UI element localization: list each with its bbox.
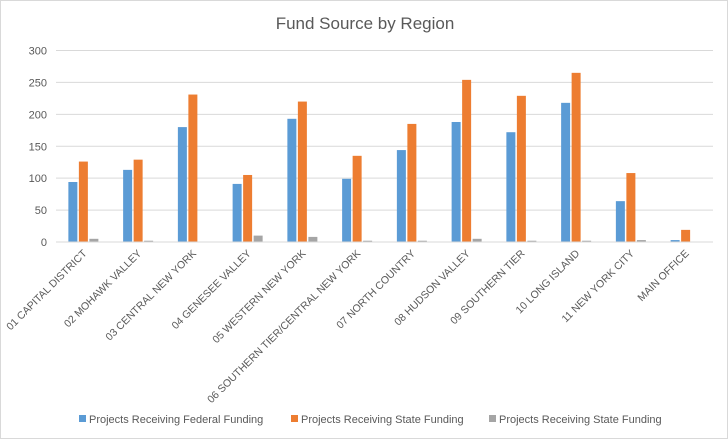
bar xyxy=(571,72,581,242)
gridlines xyxy=(56,50,713,211)
bar xyxy=(68,181,78,242)
x-category-label: 03 CENTRAL NEW YORK xyxy=(103,248,199,344)
legend-label: Projects Receiving State Funding xyxy=(499,414,662,426)
bar xyxy=(133,159,143,242)
chart-title: Fund Source by Region xyxy=(276,14,455,33)
bar xyxy=(352,155,362,242)
legend-swatch xyxy=(291,415,298,422)
x-category-label: MAIN OFFICE xyxy=(635,248,691,304)
bar xyxy=(626,173,636,242)
bar xyxy=(232,183,242,242)
bar xyxy=(407,123,417,242)
legend-swatch xyxy=(79,415,86,422)
bar xyxy=(144,240,154,242)
bar xyxy=(451,121,461,242)
x-category-label: 05 WESTERN NEW YORK xyxy=(210,248,308,346)
bar xyxy=(308,236,318,242)
legend-swatch xyxy=(489,415,496,422)
y-tick-label: 150 xyxy=(29,141,47,153)
bar xyxy=(287,118,297,242)
bar xyxy=(516,95,526,243)
bar xyxy=(297,101,307,242)
y-tick-label: 100 xyxy=(29,173,47,185)
bar xyxy=(78,161,88,242)
y-axis-ticks: 0 50 100 150 200 250 300 xyxy=(29,46,47,250)
bar xyxy=(636,240,646,242)
bar xyxy=(417,240,427,242)
bar xyxy=(462,79,472,242)
bars xyxy=(68,72,691,243)
bar xyxy=(342,178,352,242)
bar xyxy=(670,240,680,242)
bar xyxy=(243,174,253,242)
bar xyxy=(582,240,592,242)
bar xyxy=(177,127,187,242)
y-tick-label: 50 xyxy=(35,205,47,217)
bar xyxy=(89,238,99,242)
bar xyxy=(123,169,133,242)
bar xyxy=(363,240,373,242)
bar xyxy=(188,94,198,242)
bar xyxy=(506,132,516,242)
y-tick-label: 300 xyxy=(29,46,47,58)
bar xyxy=(615,201,625,242)
legend-label: Projects Receiving State Funding xyxy=(301,414,464,426)
y-tick-label: 250 xyxy=(29,77,47,89)
bar xyxy=(527,240,537,242)
bar xyxy=(681,229,691,242)
y-tick-label: 200 xyxy=(29,109,47,121)
bar xyxy=(472,238,482,242)
legend-label: Projects Receiving Federal Funding xyxy=(89,414,263,426)
bar xyxy=(396,150,406,242)
y-tick-label: 0 xyxy=(41,237,47,249)
bar xyxy=(253,235,263,242)
legend: Projects Receiving Federal Funding Projec… xyxy=(79,414,662,426)
bar xyxy=(561,102,571,243)
